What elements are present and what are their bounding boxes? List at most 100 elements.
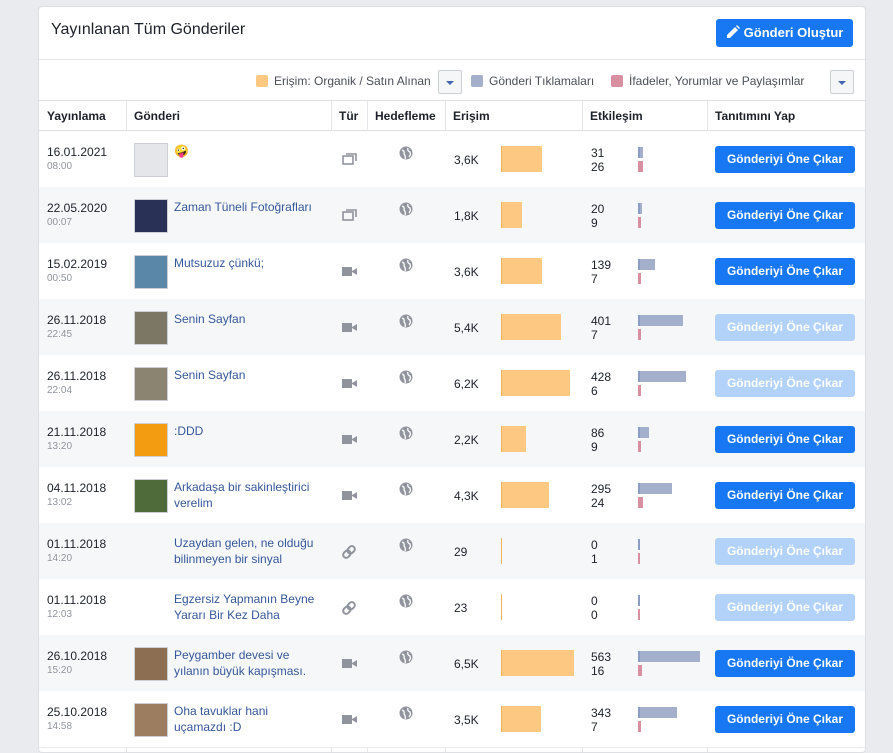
boost-button[interactable]: Gönderiyi Öne Çıkar (715, 482, 855, 509)
post-date: 01.11.2018 (47, 593, 107, 607)
clicks-value: 563 (591, 650, 612, 664)
post-time: 13:20 (47, 441, 73, 452)
clicks-bar (638, 651, 701, 662)
targeting-icon (398, 649, 414, 665)
boost-button: Gönderiyi Öne Çıkar (715, 594, 855, 621)
clicks-bar (638, 259, 655, 270)
clicks-value: 31 (591, 146, 605, 160)
reach-label: 4,3K (454, 489, 479, 503)
boost-button[interactable]: Gönderiyi Öne Çıkar (715, 146, 855, 173)
reach-bar (501, 650, 574, 676)
reactions-value: 7 (591, 328, 598, 342)
reach-label: 6,2K (454, 377, 479, 391)
engagement-dropdown[interactable] (830, 70, 854, 94)
reactions-value: 1 (591, 552, 598, 566)
post-text[interactable]: Egzersiz Yapmanın Beyne Yararı Bir Kez D… (174, 592, 315, 622)
post-type-icon (340, 599, 358, 617)
post-time: 22:04 (47, 385, 73, 396)
post-date: 01.11.2018 (47, 537, 107, 551)
post-text[interactable]: Oha tavuklar hani uçamazdı :D (174, 704, 269, 734)
thumbnail (134, 311, 168, 345)
thumbnail (134, 199, 168, 233)
boost-button: Gönderiyi Öne Çıkar (715, 538, 855, 565)
post-time: 08:00 (47, 161, 73, 172)
reactions-bar (638, 553, 641, 564)
clicks-value: 401 (591, 314, 612, 328)
clicks-bar (638, 483, 672, 494)
post-time: 13:02 (47, 497, 73, 508)
boost-button[interactable]: Gönderiyi Öne Çıkar (715, 258, 855, 285)
create-post-label: Gönderi Oluştur (743, 25, 844, 40)
post-time: 14:20 (47, 553, 73, 564)
clicks-bar (638, 371, 686, 382)
column-header: Yayınlama (47, 109, 106, 123)
reach-bar (501, 594, 503, 620)
reactions-value: 6 (591, 384, 598, 398)
post-time: 00:50 (47, 273, 73, 284)
reach-label: 3,5K (454, 713, 479, 727)
post-text[interactable]: :DDD (174, 424, 204, 438)
divider (39, 59, 865, 60)
reach-bar (501, 426, 527, 452)
post-date: 15.02.2019 (47, 257, 108, 271)
reactions-value: 16 (591, 664, 605, 678)
clicks-value: 139 (591, 258, 612, 272)
post-text[interactable]: Peygamber devesi ve yılanın büyük kapışm… (174, 648, 307, 678)
column-header: Hedefleme (375, 109, 436, 123)
post-type-icon (340, 431, 358, 449)
reach-bar (501, 314, 562, 340)
legend-label: Gönderi Tıklamaları (489, 74, 595, 88)
post-date: 26.11.2018 (47, 369, 107, 383)
reactions-bar (638, 441, 641, 452)
boost-button[interactable]: Gönderiyi Öne Çıkar (715, 202, 855, 229)
reactions-bar (638, 721, 641, 732)
create-post-button[interactable]: Gönderi Oluştur (716, 19, 853, 47)
boost-button[interactable]: Gönderiyi Öne Çıkar (715, 426, 855, 453)
reactions-bar (638, 161, 643, 172)
targeting-icon (398, 705, 414, 721)
legend-swatch (471, 75, 483, 87)
reactions-bar (638, 329, 641, 340)
clicks-value: 295 (591, 482, 612, 496)
thumbnail (134, 647, 168, 681)
title: Yayınlanan Tüm Gönderiler (51, 21, 246, 38)
post-text[interactable]: Mutsuzuz çünkü; (174, 256, 265, 270)
reach-dropdown[interactable] (438, 70, 462, 94)
thumbnail (134, 703, 168, 737)
reach-bar (501, 258, 542, 284)
thumbnail (134, 143, 168, 177)
reactions-bar (638, 385, 641, 396)
post-time: 22:45 (47, 329, 73, 340)
post-text[interactable]: Uzaydan gelen, ne olduğu bilinmeyen bir … (174, 536, 314, 566)
post-type-icon (340, 543, 358, 561)
post-text[interactable]: 🤪 (174, 144, 189, 158)
clicks-bar (638, 315, 683, 326)
posts-card: Yayınlanan Tüm Gönderiler Gönderi Oluştu… (38, 6, 866, 753)
reactions-value: 7 (591, 720, 598, 734)
post-type-icon (340, 487, 358, 505)
reach-label: 2,2K (454, 433, 479, 447)
post-text[interactable]: Senin Sayfan (174, 312, 246, 326)
clicks-value: 428 (591, 370, 612, 384)
post-text[interactable]: Arkadaşa bir sakinleştirici verelim (174, 480, 310, 510)
post-time: 14:58 (47, 721, 73, 732)
reach-bar (501, 370, 571, 396)
boost-button: Gönderiyi Öne Çıkar (715, 370, 855, 397)
divider (39, 130, 865, 131)
column-header: Gönderi (134, 109, 181, 123)
thumbnail (134, 367, 168, 401)
divider (39, 100, 865, 101)
boost-button[interactable]: Gönderiyi Öne Çıkar (715, 706, 855, 733)
post-text[interactable]: Zaman Tüneli Fotoğrafları (174, 200, 312, 214)
post-type-icon (340, 263, 358, 281)
boost-button[interactable]: Gönderiyi Öne Çıkar (715, 650, 855, 677)
post-text[interactable]: Senin Sayfan (174, 368, 246, 382)
post-type-icon (340, 711, 358, 729)
column-header: Tür (339, 109, 359, 123)
targeting-icon (398, 425, 414, 441)
reactions-bar (638, 665, 642, 676)
post-date: 26.11.2018 (47, 313, 107, 327)
clicks-bar (638, 203, 643, 214)
targeting-icon (398, 257, 414, 273)
post-type-icon (340, 319, 358, 337)
